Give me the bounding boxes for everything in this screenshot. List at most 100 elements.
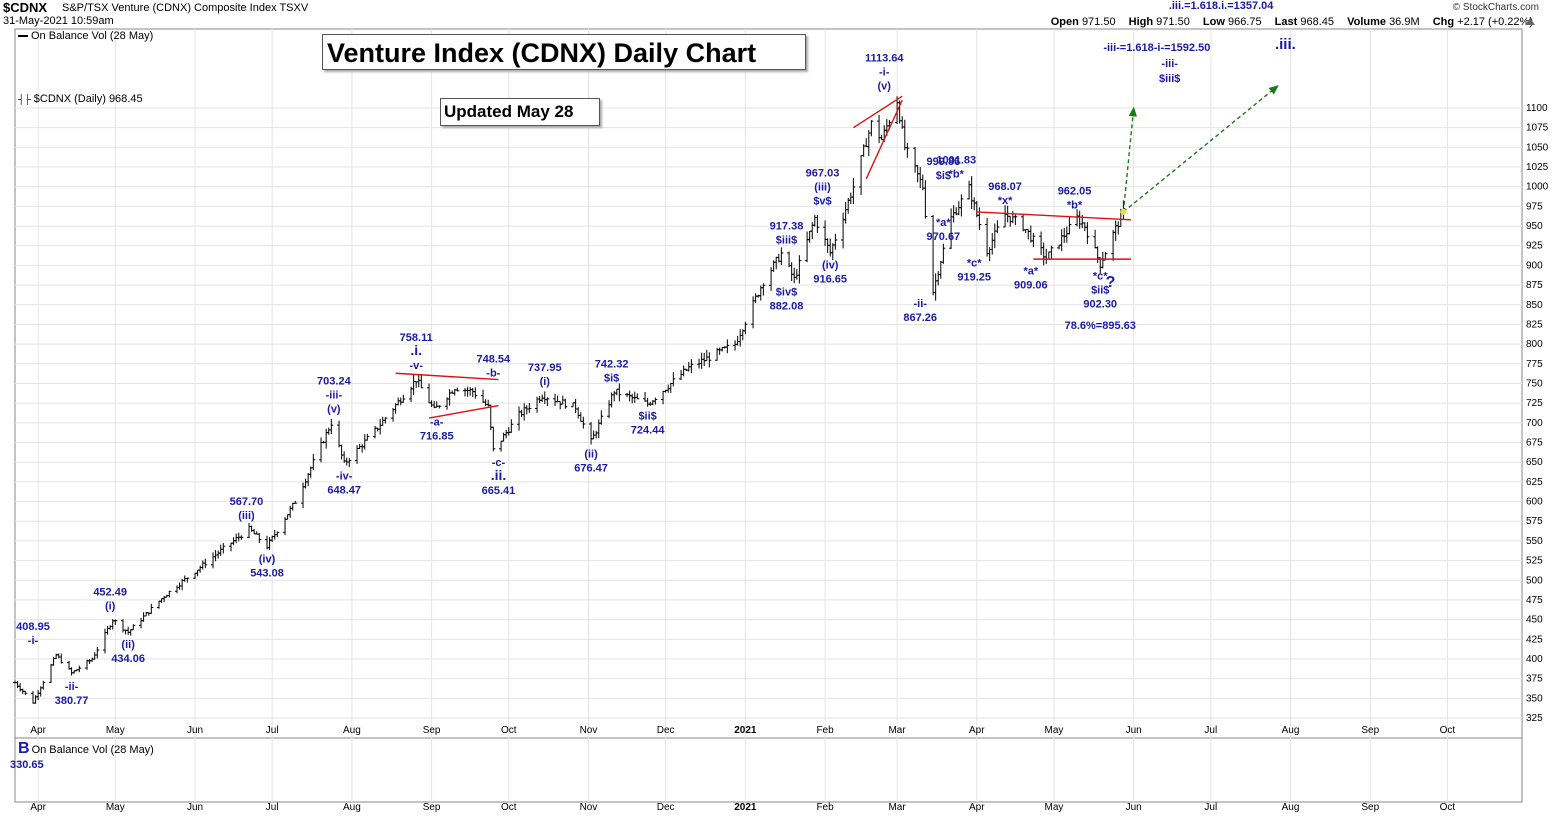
wave-value: 703.24 bbox=[317, 375, 352, 387]
wave-value: 968.07 bbox=[988, 181, 1022, 193]
wave-label: (ii) 676.47 bbox=[574, 448, 608, 474]
open-label: Open bbox=[1050, 16, 1079, 28]
wave-name: (i) bbox=[105, 601, 116, 613]
y-axis: 325 350 375 400 425 450 475 500 525 550 575 600 625 6… bbox=[1526, 103, 1549, 724]
collapse-arrow-icon[interactable] bbox=[1525, 18, 1535, 25]
wave-label: (i) 737.95 bbox=[528, 362, 562, 388]
x-tick-label: Jun bbox=[187, 725, 203, 736]
wave-value: 748.54 bbox=[477, 354, 512, 366]
wave-label: *b* 1001.83 bbox=[936, 154, 976, 180]
wave-name: $ii$ bbox=[638, 411, 656, 423]
y-tick-label: 825 bbox=[1526, 319, 1543, 330]
wave-name: (iv) bbox=[822, 259, 839, 271]
last-label: Last bbox=[1274, 16, 1298, 28]
x-tick-label: Oct bbox=[501, 802, 517, 813]
y-tick-label: 775 bbox=[1526, 359, 1543, 370]
wave-value: 648.47 bbox=[327, 484, 361, 496]
x-tick-label: Jun bbox=[187, 802, 203, 813]
x-tick-label: Sep bbox=[423, 725, 441, 736]
iii-dash-label: -iii- bbox=[1161, 58, 1178, 70]
wave-label: (iii) 567.70 bbox=[230, 496, 264, 522]
obv-legend-text: On Balance Vol (28 May) bbox=[31, 30, 154, 42]
wave-name: (ii) bbox=[584, 448, 598, 460]
wave-label: -a- 716.85 bbox=[420, 417, 454, 443]
y-tick-label: 425 bbox=[1526, 634, 1543, 645]
x-tick-label: Jul bbox=[1204, 802, 1217, 813]
y-tick-label: 1075 bbox=[1526, 123, 1549, 134]
y-tick-label: 675 bbox=[1526, 438, 1543, 449]
x-tick-label: Dec bbox=[657, 802, 675, 813]
extra-labels: 78.6%=895.63? .iii.=1.618.i.=1357.04 -iii-… bbox=[1065, 0, 1296, 332]
wave-label: -b- 748.54 bbox=[477, 354, 512, 380]
updated-box: Updated May 28 bbox=[440, 98, 600, 126]
volume-label: Volume bbox=[1347, 16, 1386, 28]
wave-label: *a* 970.67 bbox=[927, 217, 961, 243]
quote-bar: Open 971.50 High 971.50 Low 966.75 Last … bbox=[1051, 16, 1533, 28]
quote-date: 31-May-2021 10:59am bbox=[3, 15, 114, 27]
y-tick-label: 800 bbox=[1526, 339, 1543, 350]
x-tick-label: Jun bbox=[1126, 725, 1142, 736]
wave-label: (ii) 434.06 bbox=[111, 639, 145, 665]
x-tick-label: Aug bbox=[343, 802, 361, 813]
wave-value: 867.26 bbox=[903, 312, 937, 324]
x-tick-label: Apr bbox=[30, 802, 46, 813]
x-tick-label: Apr bbox=[969, 802, 985, 813]
panel-letter: B bbox=[18, 740, 30, 757]
x-tick-label: Mar bbox=[888, 725, 906, 736]
x-tick-label: Aug bbox=[1282, 802, 1300, 813]
x-tick-label: Feb bbox=[816, 802, 834, 813]
last-value: 968.45 bbox=[1300, 16, 1335, 28]
y-tick-label: 450 bbox=[1526, 615, 1543, 626]
y-tick-label: 325 bbox=[1526, 713, 1543, 724]
wave-value: 665.41 bbox=[482, 485, 516, 497]
wave-label: -iv- 648.47 bbox=[327, 470, 361, 496]
x-tick-label: Dec bbox=[657, 725, 675, 736]
obv-panel-frame bbox=[14, 737, 1523, 803]
y-tick-label: 850 bbox=[1526, 300, 1543, 311]
wave-value: 917.38 bbox=[770, 221, 804, 233]
x-tick-label: 2021 bbox=[734, 725, 757, 736]
open-value: 971.50 bbox=[1081, 16, 1116, 28]
wave-name: (iii) bbox=[814, 182, 831, 194]
wave-value: 999.86 bbox=[927, 156, 961, 168]
wave-name: *a* bbox=[936, 217, 951, 229]
retrace-label: 78.6%=895.63 bbox=[1065, 320, 1136, 332]
y-tick-label: 500 bbox=[1526, 575, 1543, 586]
wave-label: (iv) 543.08 bbox=[250, 553, 284, 579]
y-tick-label: 400 bbox=[1526, 654, 1543, 665]
projection-arrows bbox=[1120, 85, 1279, 215]
trendline bbox=[976, 211, 1132, 221]
volume-value: 36.9M bbox=[1389, 16, 1420, 28]
wave-name: $i$ bbox=[604, 373, 619, 385]
wave-name: (v) bbox=[327, 403, 341, 415]
wave-name: (v) bbox=[877, 80, 891, 92]
wave-name: -a- bbox=[430, 417, 444, 429]
wave-name: *x* bbox=[998, 195, 1013, 207]
wave-value: 909.06 bbox=[1014, 279, 1048, 291]
x-tick-label: Feb bbox=[816, 725, 834, 736]
low-value: 966.75 bbox=[1227, 16, 1262, 28]
wave-label: $iv$ 882.08 bbox=[770, 287, 804, 313]
high-value: 971.50 bbox=[1156, 16, 1190, 28]
wave-name: -iv- bbox=[336, 470, 353, 482]
y-tick-label: 625 bbox=[1526, 477, 1543, 488]
wave-name: (iv) bbox=[259, 553, 276, 565]
wave-name: -v- bbox=[409, 360, 423, 372]
y-tick-label: 925 bbox=[1526, 241, 1543, 252]
y-tick-label: 1025 bbox=[1526, 162, 1549, 173]
x-tick-label: Sep bbox=[423, 802, 441, 813]
y-tick-label: 525 bbox=[1526, 556, 1543, 567]
wave-label: (v) -iii- 703.24 bbox=[317, 375, 352, 415]
wave-label: *x* 968.07 bbox=[988, 181, 1022, 207]
wave-label: (iv) 916.65 bbox=[813, 259, 847, 285]
wave-value: 408.95 bbox=[16, 621, 50, 633]
wave-label: $i$ 999.86 bbox=[927, 156, 961, 182]
target-mid-label: -iii-=1.618-i-=1592.50 bbox=[1103, 42, 1210, 54]
wave-label: -i- 408.95 bbox=[16, 621, 50, 647]
x-tick-label: Nov bbox=[580, 725, 598, 736]
wave-name: -ii- bbox=[65, 681, 79, 693]
wave-name: -ii- bbox=[914, 298, 928, 310]
trendline bbox=[395, 372, 499, 381]
